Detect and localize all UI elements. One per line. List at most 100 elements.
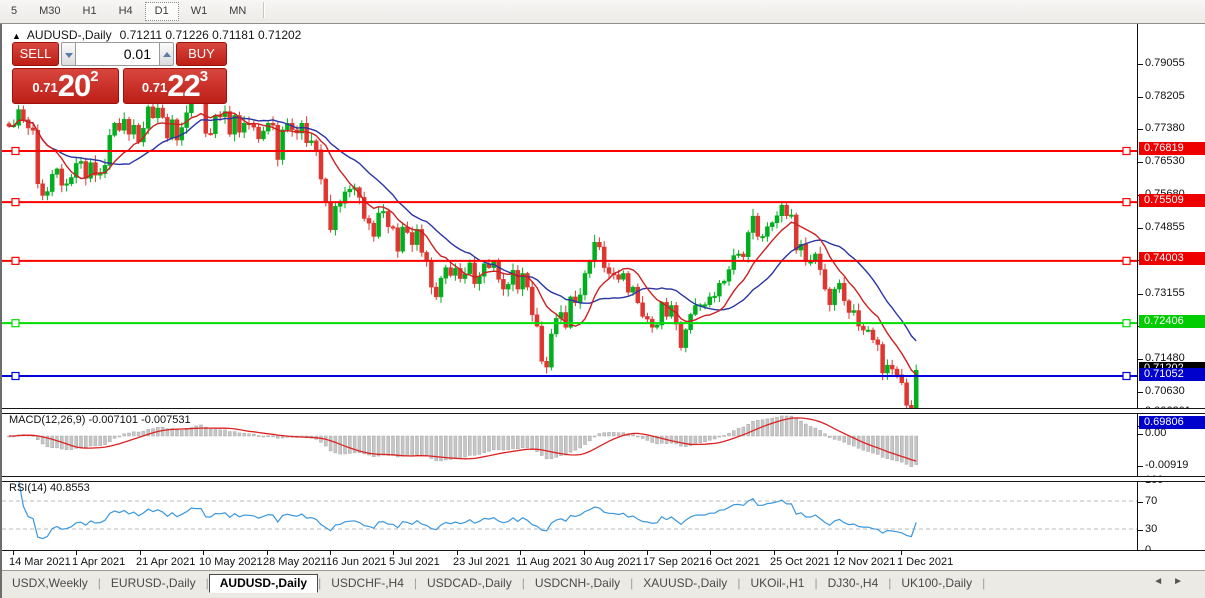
timeframe-button-h4[interactable]: H4 xyxy=(118,5,133,17)
tab-separator: | xyxy=(737,576,741,590)
time-axis-date: 1 Dec 2021 xyxy=(897,556,954,568)
time-axis-date: 10 May 2021 xyxy=(199,556,263,568)
chart-tab-xauusd-daily[interactable]: XAUUSD-,Daily xyxy=(643,576,728,590)
time-axis-tick xyxy=(774,551,775,555)
time-axis-tick xyxy=(76,551,77,555)
time-axis-tick xyxy=(584,551,585,555)
macd-axis-label: -0.00919 xyxy=(1137,459,1189,471)
level-price-label: 0.72406 xyxy=(1139,315,1205,328)
time-axis-tick xyxy=(13,551,14,555)
time-axis-date: 11 Aug 2021 xyxy=(516,556,577,568)
time-axis-date: 23 Jul 2021 xyxy=(453,556,510,568)
time-axis-tick xyxy=(393,551,394,555)
level-price-label: 0.69806 xyxy=(1139,416,1205,429)
rsi-axis-label: 30 xyxy=(1137,523,1158,535)
macd-axis-label: 0.00 xyxy=(1137,427,1167,439)
sell-price-pip: 2 xyxy=(90,68,99,85)
price-axis-tick: 0.74855 xyxy=(1138,221,1185,233)
lot-size-input[interactable] xyxy=(76,42,159,66)
price-axis-tick: 0.76530 xyxy=(1138,155,1185,167)
price-axis-tick: 0.78205 xyxy=(1138,90,1185,102)
timeframe-button-mn[interactable]: MN xyxy=(229,5,247,17)
chart-tab-eurusd-daily[interactable]: EURUSD-,Daily xyxy=(110,576,196,590)
time-axis-date: 28 May 2021 xyxy=(263,556,327,568)
chevron-down-icon xyxy=(65,53,73,58)
time-axis-date: 21 Apr 2021 xyxy=(136,556,196,568)
buy-price-pip: 3 xyxy=(199,68,209,85)
tab-separator: | xyxy=(413,576,418,590)
time-axis-tick xyxy=(647,551,648,555)
price-axis-tick: 0.79055 xyxy=(1138,57,1185,69)
collapse-panel-icon[interactable]: ▲ xyxy=(12,31,21,41)
price-axis-tick: 0.77380 xyxy=(1138,122,1185,134)
chart-window: ▲ AUDUSD-,Daily 0.71211 0.71226 0.71181 0.… xyxy=(0,24,1205,598)
macd-label: MACD(12,26,9) -0.007101 -0.007531 xyxy=(9,414,191,426)
chart-tab-audusd-daily[interactable]: AUDUSD-,Daily xyxy=(208,574,319,593)
chart-tab-usdcad-daily[interactable]: USDCAD-,Daily xyxy=(427,576,512,590)
chart-tab-uk100-daily[interactable]: UK100-,Daily xyxy=(901,576,973,590)
time-axis-date: 6 Oct 2021 xyxy=(706,556,760,568)
sell-price-big: 20 xyxy=(57,68,91,103)
lot-increase-button[interactable] xyxy=(159,42,174,66)
timeframe-toolbar: 5 M30 H1 H4 D1 W1 MN xyxy=(0,0,1205,24)
sell-button[interactable]: SELL xyxy=(12,42,59,66)
timeframe-button-5[interactable]: 5 xyxy=(11,5,18,17)
time-axis-date: 30 Aug 2021 xyxy=(580,556,642,568)
chart-tab-bar: USDX,Weekly | EURUSD-,Daily | AUDUSD-,Daily |… xyxy=(2,570,1205,598)
time-axis-tick xyxy=(203,551,204,555)
price-axis[interactable]: 0.790550.782050.773800.765300.756800.748… xyxy=(1137,24,1205,556)
chart-tab-usdcnh-daily[interactable]: USDCNH-,Daily xyxy=(534,576,621,590)
time-axis-date: 16 Jun 2021 xyxy=(326,556,387,568)
timeframe-button-m30[interactable]: M30 xyxy=(39,5,61,17)
one-click-trading-panel: SELL BUY 0.71202 0.71223 xyxy=(12,42,227,104)
macd-indicator-plot[interactable] xyxy=(2,412,1137,476)
timeframe-button-d1[interactable]: D1 xyxy=(144,2,179,21)
time-axis-date: 17 Sep 2021 xyxy=(643,556,706,568)
rsi-axis-label: 70 xyxy=(1137,495,1158,507)
time-axis[interactable]: 14 Mar 2021 1 Apr 2021 21 Apr 2021 10 May 2… xyxy=(2,550,1205,570)
ohlc-values: 0.71211 0.71226 0.71181 0.71202 xyxy=(119,28,302,42)
timeframe-button-w1[interactable]: W1 xyxy=(190,5,208,17)
price-chart-plot[interactable] xyxy=(2,26,1137,410)
tab-separator: | xyxy=(521,576,525,590)
buy-price-button[interactable]: 0.71223 xyxy=(123,68,227,104)
timeframe-button-h1[interactable]: H1 xyxy=(82,5,97,17)
time-axis-tick xyxy=(901,551,902,555)
lot-decrease-button[interactable] xyxy=(61,42,76,66)
rsi-indicator-plot[interactable] xyxy=(2,480,1137,550)
time-axis-tick xyxy=(267,551,268,555)
time-axis-tick xyxy=(520,551,521,555)
panel-splitter[interactable] xyxy=(2,408,1205,414)
time-axis-tick xyxy=(457,551,458,555)
tab-separator: | xyxy=(630,576,634,590)
chart-tab-usdx-weekly[interactable]: USDX,Weekly xyxy=(12,576,88,590)
chart-tab-usdchf-h4[interactable]: USDCHF-,H4 xyxy=(331,576,404,590)
level-price-label: 0.76819 xyxy=(1139,142,1205,155)
sell-price-button[interactable]: 0.71202 xyxy=(12,68,119,104)
chart-tab-ukoil-h1[interactable]: UKOil-,H1 xyxy=(750,576,805,590)
time-axis-tick xyxy=(710,551,711,555)
price-axis-tick: 0.70630 xyxy=(1138,385,1185,397)
tab-separator: | xyxy=(814,576,818,590)
tab-separator: | xyxy=(97,576,101,590)
tab-separator: | xyxy=(982,576,986,590)
buy-button[interactable]: BUY xyxy=(176,42,227,66)
chart-tab-dj30-h4[interactable]: DJ30-,H4 xyxy=(827,576,879,590)
panel-splitter[interactable] xyxy=(2,476,1205,482)
time-axis-date: 14 Mar 2021 xyxy=(9,556,71,568)
level-price-label: 0.71052 xyxy=(1139,368,1205,381)
time-axis-tick xyxy=(330,551,331,555)
time-axis-date: 5 Jul 2021 xyxy=(389,556,440,568)
chart-title-bar: ▲ AUDUSD-,Daily 0.71211 0.71226 0.71181 0.… xyxy=(12,28,301,42)
time-axis-date: 25 Oct 2021 xyxy=(770,556,830,568)
price-axis-tick: 0.71480 xyxy=(1138,352,1185,364)
tab-scroll-arrows[interactable]: ◄► xyxy=(1153,576,1193,587)
tab-separator: | xyxy=(205,576,209,590)
sell-price-main: 0.71 xyxy=(32,80,58,95)
price-axis-tick: 0.73155 xyxy=(1138,287,1185,299)
time-axis-tick xyxy=(140,551,141,555)
buy-price-main: 0.71 xyxy=(141,80,168,95)
tab-separator: | xyxy=(888,576,892,590)
chevron-up-icon xyxy=(163,52,171,57)
